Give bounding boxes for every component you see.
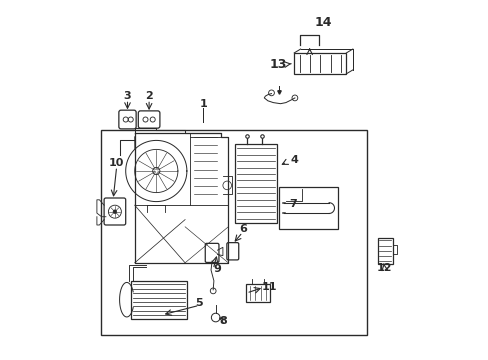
- Bar: [278, 187, 337, 229]
- FancyBboxPatch shape: [119, 110, 136, 129]
- Text: 2: 2: [145, 91, 153, 102]
- Text: 5: 5: [195, 298, 203, 308]
- Text: 8: 8: [219, 316, 226, 326]
- FancyBboxPatch shape: [104, 198, 125, 225]
- Text: 9: 9: [213, 264, 221, 274]
- Text: 6: 6: [238, 224, 246, 234]
- Text: 12: 12: [376, 263, 392, 273]
- Text: 13: 13: [269, 58, 287, 71]
- FancyBboxPatch shape: [138, 111, 160, 128]
- Bar: [101, 130, 366, 335]
- Circle shape: [113, 210, 117, 213]
- Bar: [246, 284, 269, 302]
- Text: 1: 1: [199, 99, 206, 109]
- Text: 14: 14: [314, 16, 332, 29]
- Bar: [377, 238, 392, 264]
- Text: 3: 3: [123, 91, 131, 102]
- FancyBboxPatch shape: [226, 243, 238, 260]
- Text: 11: 11: [262, 282, 277, 292]
- Text: 10: 10: [109, 158, 124, 168]
- Bar: [235, 144, 276, 223]
- Text: 7: 7: [288, 199, 296, 210]
- Text: 4: 4: [290, 155, 298, 165]
- FancyBboxPatch shape: [205, 243, 219, 262]
- Bar: [131, 281, 186, 319]
- Circle shape: [152, 167, 160, 175]
- Bar: [294, 53, 346, 74]
